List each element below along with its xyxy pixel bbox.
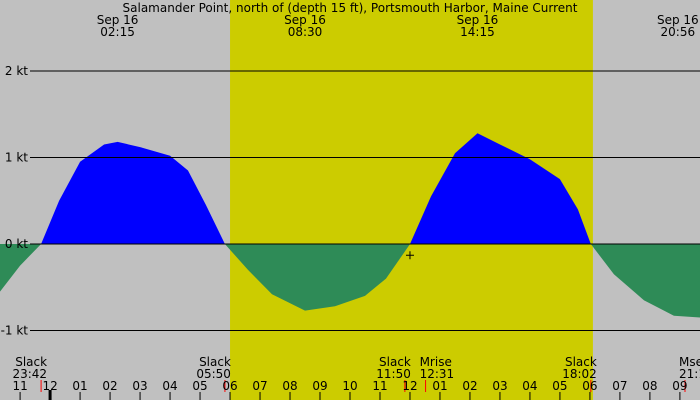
- hour-tick-label: 03: [132, 379, 147, 393]
- hour-tick-label: 02: [462, 379, 477, 393]
- top-time-label: 08:30: [288, 25, 323, 39]
- hour-tick-label: 07: [252, 379, 267, 393]
- hour-tick-label: 09: [312, 379, 327, 393]
- hour-tick-label: 01: [432, 379, 447, 393]
- event-time-label: 11:50: [376, 367, 411, 381]
- event-kind-label: Slack: [565, 355, 597, 369]
- now-marker: [405, 251, 414, 260]
- hour-tick-label: 11: [12, 379, 27, 393]
- top-date-label: Sep 16: [457, 13, 499, 27]
- event-kind-label: Mset: [679, 355, 700, 369]
- top-date-label: Sep 16: [284, 13, 326, 27]
- event-time-label: 21:10: [679, 367, 700, 381]
- top-time-label: 02:15: [100, 25, 135, 39]
- bottom-event-labels: Slack23:42Slack05:50Slack11:50Mrise12:31…: [12, 355, 700, 392]
- hour-tick-label: 12: [402, 379, 417, 393]
- top-time-label: 20:56: [661, 25, 696, 39]
- hour-tick-label: 05: [552, 379, 567, 393]
- hour-tick-label: 04: [162, 379, 177, 393]
- y-gridlines: [30, 70, 700, 331]
- flood-area: [41, 141, 225, 244]
- current-areas: [0, 133, 700, 318]
- ebb-area: [0, 244, 42, 292]
- hour-tick-label: 07: [612, 379, 627, 393]
- event-time-label: 23:42: [12, 367, 47, 381]
- hour-tick-label: 01: [72, 379, 87, 393]
- event-time-label: 12:31: [420, 367, 455, 381]
- hour-tick-label: 04: [522, 379, 537, 393]
- hour-tick-label: 05: [192, 379, 207, 393]
- hour-tick-label: 06: [222, 379, 237, 393]
- hour-tick-label: 02: [102, 379, 117, 393]
- y-tick-label: 0 kt: [5, 237, 28, 251]
- hour-tick-label: 10: [342, 379, 357, 393]
- hour-tick-label: 03: [492, 379, 507, 393]
- event-kind-label: Slack: [15, 355, 47, 369]
- hour-tick-label: 09: [672, 379, 687, 393]
- ebb-area: [590, 244, 700, 318]
- flood-area: [410, 133, 591, 244]
- hour-axis: 11 12 01 02 03 04 05 06 07 08 09 10 11 12 01 02 03 04 05 06…: [12, 379, 688, 400]
- hour-tick-label: 12: [42, 379, 57, 393]
- y-tick-label: 1 kt: [5, 151, 28, 165]
- event-kind-label: Slack: [199, 355, 231, 369]
- event-time-label: 05:50: [196, 367, 231, 381]
- top-date-label: Sep 16: [657, 13, 699, 27]
- hour-tick-label: 08: [282, 379, 297, 393]
- ebb-area: [224, 244, 410, 311]
- event-kind-label: Mrise: [420, 355, 452, 369]
- top-time-label: 14:15: [460, 25, 495, 39]
- top-date-label: Sep 16: [97, 13, 139, 27]
- hour-tick-label: 11: [372, 379, 387, 393]
- y-tick-label: -1 kt: [1, 324, 29, 338]
- y-axis-labels: 2 kt 1 kt 0 kt -1 kt: [1, 64, 29, 338]
- event-kind-label: Slack: [379, 355, 411, 369]
- hour-tick-label: 06: [582, 379, 597, 393]
- event-time-label: 18:02: [562, 367, 597, 381]
- chart-title: Salamander Point, north of (depth 15 ft)…: [123, 1, 578, 15]
- y-tick-label: 2 kt: [5, 64, 28, 78]
- hour-tick-label: 08: [642, 379, 657, 393]
